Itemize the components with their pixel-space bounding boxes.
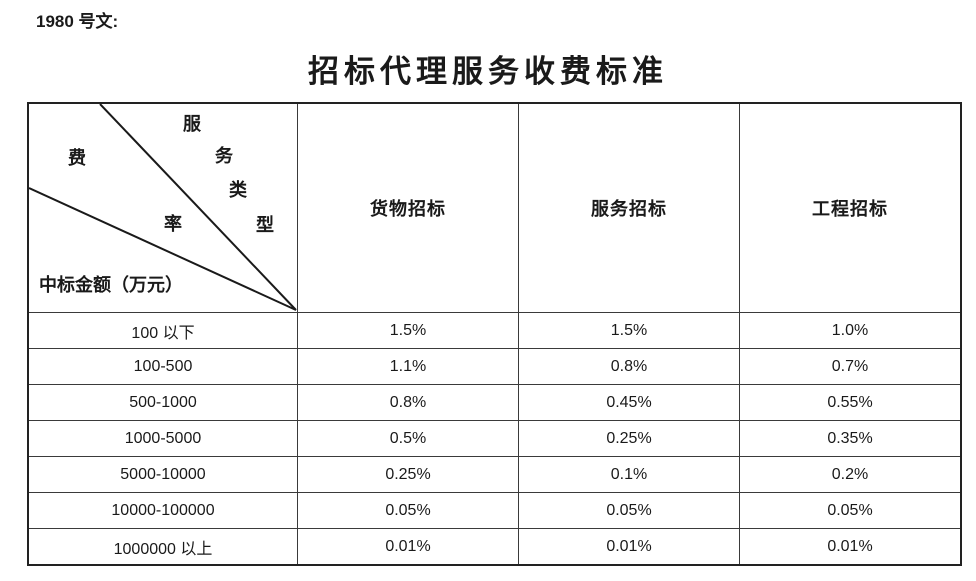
- corner-char-service-type: 服: [183, 114, 201, 134]
- works-rate-cell: 0.01%: [739, 528, 962, 566]
- goods-rate-cell: 0.01%: [297, 528, 519, 566]
- column-header-works: 工程招标: [739, 102, 962, 313]
- amount-range-cell: 100 以下: [27, 312, 298, 349]
- works-rate-cell: 0.2%: [739, 456, 962, 493]
- header-row: 服 务 类 型 费 率 中标金额（万元） 货物招标 服务招标 工程招标: [27, 102, 962, 313]
- fee-table-header: 服 务 类 型 费 率 中标金额（万元） 货物招标 服务招标 工程招标: [27, 102, 962, 313]
- corner-char-service-type: 类: [229, 180, 247, 200]
- table-row: 5000-10000 0.25% 0.1% 0.2%: [27, 456, 962, 493]
- amount-range-cell: 10000-100000: [27, 492, 298, 529]
- amount-range-cell: 100-500: [27, 348, 298, 385]
- table-row: 10000-100000 0.05% 0.05% 0.05%: [27, 492, 962, 529]
- works-rate-cell: 0.05%: [739, 492, 962, 529]
- goods-rate-cell: 1.1%: [297, 348, 519, 385]
- amount-range-cell: 5000-10000: [27, 456, 298, 493]
- corner-char-fee-rate: 费: [68, 148, 86, 168]
- amount-range-cell: 1000-5000: [27, 420, 298, 457]
- corner-char-fee-rate: 率: [164, 214, 182, 234]
- services-rate-cell: 0.25%: [518, 420, 740, 457]
- corner-amount-label: 中标金额（万元）: [39, 275, 183, 295]
- document-reference: 1980 号文:: [36, 12, 119, 31]
- amount-range-cell: 500-1000: [27, 384, 298, 421]
- corner-char-service-type: 型: [256, 215, 274, 235]
- corner-char-service-type: 务: [215, 146, 233, 166]
- services-rate-cell: 0.05%: [518, 492, 740, 529]
- table-row: 1000-5000 0.5% 0.25% 0.35%: [27, 420, 962, 457]
- services-rate-cell: 1.5%: [518, 312, 740, 349]
- table-row: 500-1000 0.8% 0.45% 0.55%: [27, 384, 962, 421]
- works-rate-cell: 0.55%: [739, 384, 962, 421]
- column-header-services: 服务招标: [518, 102, 740, 313]
- goods-rate-cell: 1.5%: [297, 312, 519, 349]
- works-rate-cell: 0.35%: [739, 420, 962, 457]
- services-rate-cell: 0.8%: [518, 348, 740, 385]
- table-row: 100 以下 1.5% 1.5% 1.0%: [27, 312, 962, 349]
- diagonal-lines: [29, 104, 297, 311]
- fee-standard-table: 服 务 类 型 费 率 中标金额（万元） 货物招标 服务招标 工程招标 100 …: [27, 102, 962, 566]
- amount-range-cell: 1000000 以上: [27, 528, 298, 566]
- services-rate-cell: 0.1%: [518, 456, 740, 493]
- works-rate-cell: 1.0%: [739, 312, 962, 349]
- fee-table-body: 100 以下 1.5% 1.5% 1.0% 100-500 1.1% 0.8% …: [27, 312, 962, 566]
- services-rate-cell: 0.45%: [518, 384, 740, 421]
- table-row: 100-500 1.1% 0.8% 0.7%: [27, 348, 962, 385]
- goods-rate-cell: 0.05%: [297, 492, 519, 529]
- column-header-goods: 货物招标: [297, 102, 519, 313]
- page-title: 招标代理服务收费标准: [308, 54, 668, 89]
- diagonal-corner-cell: 服 务 类 型 费 率 中标金额（万元）: [27, 102, 298, 313]
- goods-rate-cell: 0.25%: [297, 456, 519, 493]
- works-rate-cell: 0.7%: [739, 348, 962, 385]
- table-row: 1000000 以上 0.01% 0.01% 0.01%: [27, 528, 962, 566]
- goods-rate-cell: 0.8%: [297, 384, 519, 421]
- services-rate-cell: 0.01%: [518, 528, 740, 566]
- goods-rate-cell: 0.5%: [297, 420, 519, 457]
